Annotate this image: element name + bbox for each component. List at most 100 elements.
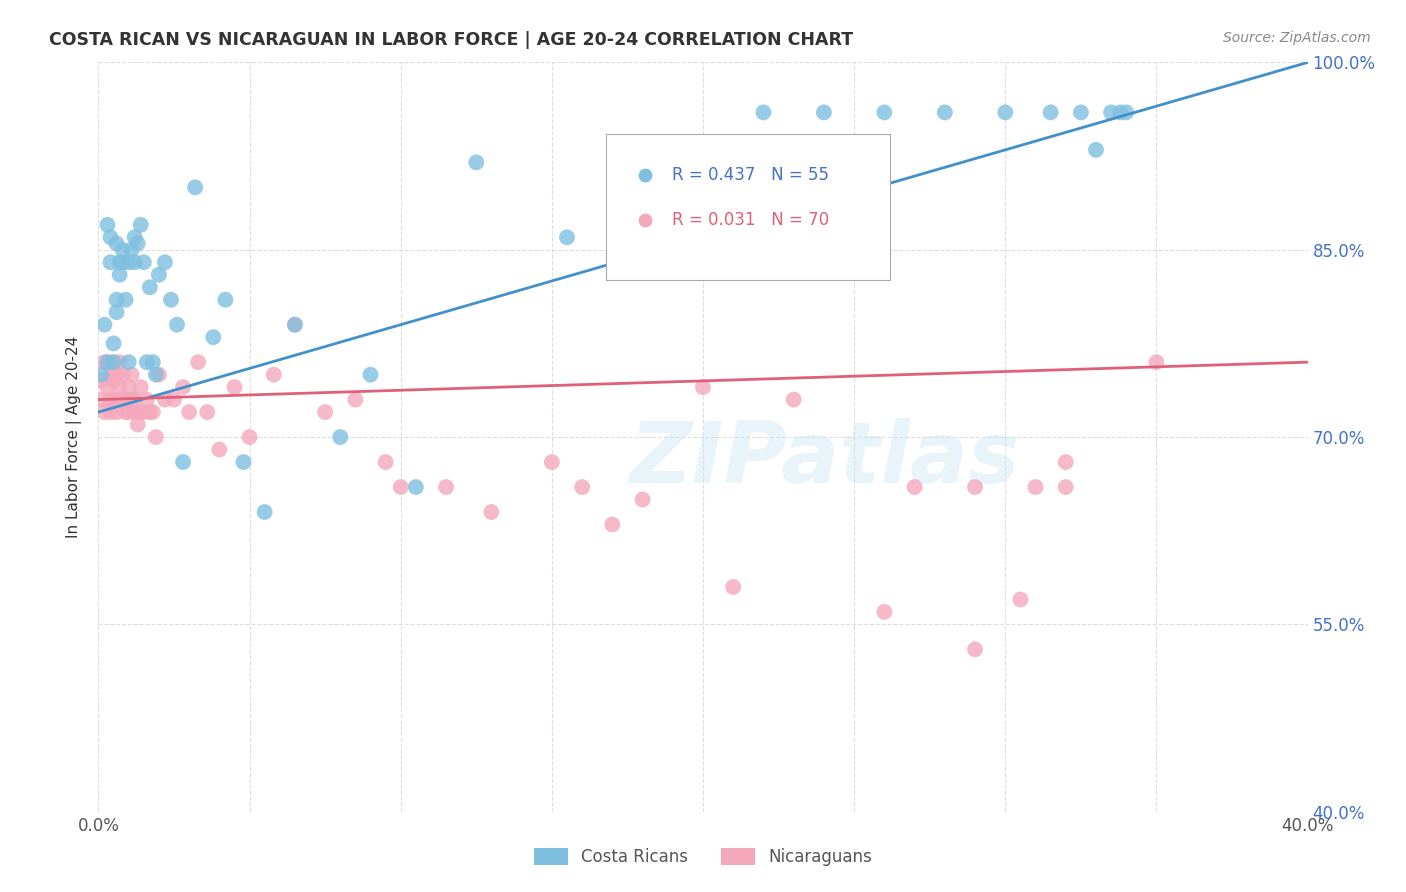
Point bbox=[100, 368, 122, 382]
Point bbox=[723, 580, 745, 594]
FancyBboxPatch shape bbox=[606, 134, 890, 280]
Point bbox=[105, 293, 128, 307]
Point bbox=[873, 605, 896, 619]
Point bbox=[224, 380, 246, 394]
Point bbox=[1109, 105, 1132, 120]
Legend: Costa Ricans, Nicaraguans: Costa Ricans, Nicaraguans bbox=[526, 840, 880, 875]
Point bbox=[163, 392, 186, 407]
Point bbox=[360, 368, 382, 382]
Point bbox=[100, 230, 122, 244]
Point bbox=[103, 374, 125, 388]
Point bbox=[813, 105, 835, 120]
Point bbox=[208, 442, 231, 457]
Point bbox=[142, 405, 165, 419]
Point bbox=[103, 355, 125, 369]
Point bbox=[329, 430, 352, 444]
Point bbox=[1054, 480, 1077, 494]
Point bbox=[96, 380, 118, 394]
Point bbox=[118, 405, 141, 419]
Point bbox=[153, 392, 176, 407]
Point bbox=[129, 380, 152, 394]
Point bbox=[148, 268, 170, 282]
Y-axis label: In Labor Force | Age 20-24: In Labor Force | Age 20-24 bbox=[66, 336, 83, 538]
Point bbox=[1010, 592, 1032, 607]
Point bbox=[90, 368, 112, 382]
Point bbox=[96, 218, 118, 232]
Point bbox=[132, 255, 155, 269]
Point bbox=[465, 155, 488, 169]
Point bbox=[105, 392, 128, 407]
Point bbox=[752, 105, 775, 120]
Point bbox=[93, 405, 115, 419]
Point bbox=[100, 405, 122, 419]
Text: COSTA RICAN VS NICARAGUAN IN LABOR FORCE | AGE 20-24 CORRELATION CHART: COSTA RICAN VS NICARAGUAN IN LABOR FORCE… bbox=[49, 31, 853, 49]
Point bbox=[434, 480, 457, 494]
Point bbox=[108, 355, 131, 369]
Point bbox=[127, 236, 149, 251]
Point bbox=[108, 255, 131, 269]
Point bbox=[145, 430, 167, 444]
Point bbox=[121, 243, 143, 257]
Point bbox=[118, 255, 141, 269]
Point bbox=[105, 236, 128, 251]
Point bbox=[93, 355, 115, 369]
Point bbox=[100, 255, 122, 269]
Text: R = 0.437   N = 55: R = 0.437 N = 55 bbox=[672, 166, 828, 184]
Point bbox=[965, 642, 987, 657]
Point bbox=[965, 480, 987, 494]
Point bbox=[284, 318, 307, 332]
Point bbox=[114, 293, 136, 307]
Point bbox=[1085, 143, 1108, 157]
Point bbox=[202, 330, 225, 344]
Point bbox=[540, 455, 562, 469]
Point bbox=[105, 405, 128, 419]
Point bbox=[160, 293, 183, 307]
Point bbox=[1054, 455, 1077, 469]
Point bbox=[145, 368, 167, 382]
Text: R = 0.031   N = 70: R = 0.031 N = 70 bbox=[672, 211, 828, 228]
Point bbox=[166, 318, 188, 332]
Point bbox=[108, 268, 131, 282]
Point bbox=[389, 480, 412, 494]
Point bbox=[692, 380, 714, 394]
Point bbox=[1024, 480, 1046, 494]
Point bbox=[1039, 105, 1062, 120]
Point bbox=[90, 374, 112, 388]
Point bbox=[1099, 105, 1122, 120]
Point bbox=[124, 405, 146, 419]
Point bbox=[172, 380, 194, 394]
Point bbox=[179, 405, 201, 419]
Point bbox=[374, 455, 396, 469]
Point bbox=[124, 255, 146, 269]
Point bbox=[934, 105, 956, 120]
Text: ZIPatlas: ZIPatlas bbox=[628, 418, 1019, 501]
Point bbox=[124, 392, 146, 407]
Point bbox=[114, 392, 136, 407]
Point bbox=[111, 368, 134, 382]
Point bbox=[118, 380, 141, 394]
Point bbox=[253, 505, 276, 519]
Point bbox=[114, 405, 136, 419]
Point bbox=[153, 255, 176, 269]
Point bbox=[148, 368, 170, 382]
Point bbox=[314, 405, 336, 419]
Point bbox=[111, 255, 134, 269]
Point bbox=[195, 405, 218, 419]
Point bbox=[100, 392, 122, 407]
Point bbox=[187, 355, 209, 369]
Point bbox=[129, 405, 152, 419]
Point bbox=[873, 105, 896, 120]
Point bbox=[105, 305, 128, 319]
Point bbox=[96, 355, 118, 369]
Point bbox=[1070, 105, 1092, 120]
Point bbox=[481, 505, 503, 519]
Point bbox=[631, 492, 654, 507]
Point bbox=[239, 430, 262, 444]
Point bbox=[344, 392, 367, 407]
Point bbox=[111, 392, 134, 407]
Point bbox=[111, 243, 134, 257]
Point bbox=[139, 405, 162, 419]
Point bbox=[214, 293, 236, 307]
Point bbox=[184, 180, 207, 194]
Point bbox=[405, 480, 427, 494]
